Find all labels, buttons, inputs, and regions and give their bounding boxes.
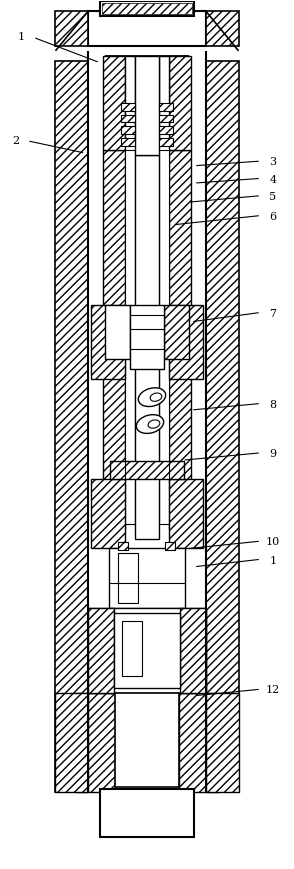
- Ellipse shape: [136, 415, 164, 434]
- Text: 2: 2: [12, 136, 19, 145]
- Bar: [159, 151, 169, 524]
- Polygon shape: [105, 56, 189, 102]
- Bar: [169, 151, 191, 529]
- Bar: [130, 305, 164, 370]
- Bar: [159, 116, 173, 123]
- Text: 10: 10: [266, 537, 280, 547]
- Bar: [121, 128, 135, 136]
- Bar: [179, 693, 219, 793]
- Bar: [109, 549, 185, 608]
- Bar: [110, 461, 184, 479]
- Text: 6: 6: [269, 211, 276, 222]
- Bar: [102, 792, 192, 835]
- Bar: [100, 789, 194, 837]
- Bar: [102, 4, 192, 15]
- Text: 1: 1: [269, 555, 276, 565]
- Bar: [103, 151, 125, 529]
- Bar: [169, 56, 191, 151]
- Bar: [206, 62, 238, 793]
- Bar: [118, 543, 128, 551]
- Bar: [114, 614, 180, 688]
- Bar: [135, 156, 159, 539]
- Bar: [88, 62, 206, 793]
- Bar: [135, 56, 159, 156]
- Bar: [105, 305, 130, 360]
- Bar: [165, 543, 175, 551]
- Bar: [125, 56, 135, 146]
- Bar: [169, 305, 203, 380]
- Bar: [115, 693, 179, 787]
- Bar: [56, 62, 88, 793]
- Ellipse shape: [148, 421, 160, 428]
- Bar: [121, 103, 135, 111]
- Bar: [125, 151, 135, 524]
- Text: 3: 3: [269, 157, 276, 167]
- Bar: [91, 479, 125, 549]
- Text: 9: 9: [269, 448, 276, 459]
- Bar: [91, 305, 125, 380]
- Text: 12: 12: [266, 685, 280, 694]
- Text: 8: 8: [269, 399, 276, 409]
- Bar: [169, 479, 203, 549]
- Bar: [159, 56, 169, 146]
- Bar: [103, 56, 125, 151]
- Text: 5: 5: [269, 192, 276, 202]
- Bar: [88, 12, 206, 47]
- Text: 4: 4: [269, 175, 276, 184]
- Bar: [75, 693, 115, 793]
- Bar: [121, 116, 135, 123]
- Bar: [164, 305, 189, 360]
- Bar: [118, 554, 138, 603]
- Bar: [121, 139, 135, 147]
- Bar: [88, 608, 114, 693]
- Bar: [159, 128, 173, 136]
- Ellipse shape: [150, 394, 162, 401]
- Ellipse shape: [138, 388, 166, 407]
- Bar: [180, 608, 206, 693]
- Text: 1: 1: [18, 31, 25, 42]
- Bar: [206, 12, 238, 47]
- Bar: [122, 621, 142, 676]
- Polygon shape: [206, 693, 238, 793]
- Text: 7: 7: [269, 308, 276, 318]
- Bar: [100, 2, 194, 17]
- Bar: [56, 12, 88, 47]
- Polygon shape: [56, 693, 88, 793]
- Bar: [159, 139, 173, 147]
- Bar: [159, 103, 173, 111]
- Bar: [88, 608, 206, 693]
